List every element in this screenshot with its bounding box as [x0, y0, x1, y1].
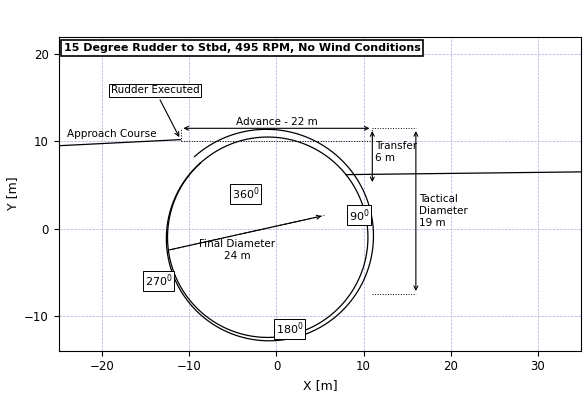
Text: 90$^{0}$: 90$^{0}$ [349, 207, 370, 224]
Text: Approach Course: Approach Course [68, 129, 157, 139]
Text: 360$^{0}$: 360$^{0}$ [232, 185, 260, 202]
Text: 15 Degree Rudder to Stbd, 495 RPM, No Wind Conditions: 15 Degree Rudder to Stbd, 495 RPM, No Wi… [64, 43, 421, 53]
X-axis label: X [m]: X [m] [303, 379, 338, 392]
Text: Transfer
6 m: Transfer 6 m [375, 142, 417, 163]
Text: Rudder Executed: Rudder Executed [111, 85, 200, 136]
Text: Final Diameter
24 m: Final Diameter 24 m [199, 239, 275, 261]
Text: 180$^{0}$: 180$^{0}$ [276, 320, 303, 337]
Text: Tactical
Diameter
19 m: Tactical Diameter 19 m [419, 195, 468, 228]
Text: Advance - 22 m: Advance - 22 m [235, 117, 318, 126]
Text: 270$^{0}$: 270$^{0}$ [145, 273, 173, 289]
Y-axis label: Y [m]: Y [m] [5, 177, 19, 211]
